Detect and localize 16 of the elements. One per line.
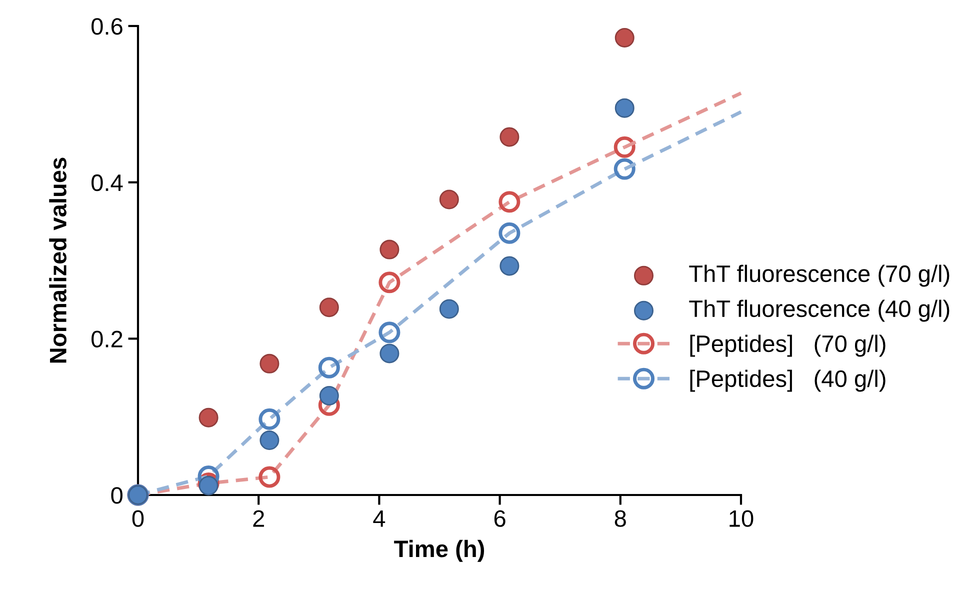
x-tick-label: 8 bbox=[614, 510, 626, 527]
x-tick-label: 10 bbox=[730, 510, 754, 527]
y-axis-title: Normalized values bbox=[49, 158, 66, 363]
y-tick-label: 0.4 bbox=[92, 174, 123, 192]
y-tick-label: 0 bbox=[111, 487, 122, 504]
x-tick-label: 2 bbox=[253, 510, 264, 527]
y-tick-label: 0.2 bbox=[92, 330, 122, 348]
legend-label: ThT fluorescence (70 g/l) bbox=[689, 264, 950, 287]
x-tick-label: 0 bbox=[132, 510, 144, 527]
legend-label: [Peptides] (70 g/l) bbox=[690, 334, 886, 357]
x-tick-label: 6 bbox=[494, 510, 506, 527]
x-tick-label: 4 bbox=[373, 510, 386, 527]
legend-label: ThT fluorescence (40 g/l) bbox=[689, 300, 950, 322]
legend-label: [Peptides] (40 g/l) bbox=[690, 370, 886, 392]
x-axis-title: Time (h) bbox=[394, 540, 484, 562]
y-tick-label: 0.6 bbox=[92, 18, 122, 35]
